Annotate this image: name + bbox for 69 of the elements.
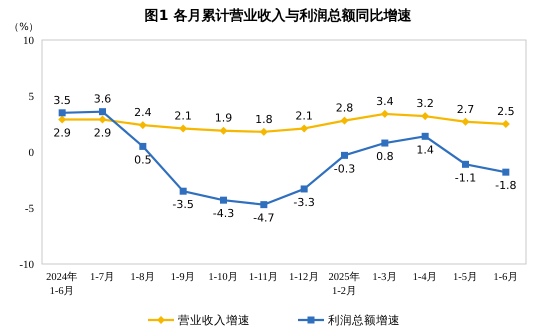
point xyxy=(220,196,227,204)
x-tick-label: 1-3月 xyxy=(372,271,398,283)
data-label: -3.5 xyxy=(172,198,194,212)
x-tick-label: 2025年 1-2月 xyxy=(328,271,360,297)
data-label: 3.2 xyxy=(416,97,434,110)
point xyxy=(422,132,429,140)
point xyxy=(180,188,187,195)
point xyxy=(341,152,348,159)
point xyxy=(139,142,146,150)
point xyxy=(98,116,106,124)
data-label: 2.9 xyxy=(94,126,112,140)
point xyxy=(462,118,470,126)
y-tick-label: 5 xyxy=(28,90,34,103)
data-label: 3.4 xyxy=(376,94,394,108)
data-label: -4.7 xyxy=(253,212,275,225)
point xyxy=(300,185,308,192)
point xyxy=(179,124,188,132)
x-tick-label: 2024年 1-6月 xyxy=(46,271,78,297)
x-tick-label: 1-9月 xyxy=(170,271,196,283)
point xyxy=(220,126,228,135)
x-tick-label: 1-11月 xyxy=(248,271,279,283)
point xyxy=(380,110,389,118)
point xyxy=(502,120,510,128)
y-tick-label: -5 xyxy=(24,202,34,215)
data-label: 0.5 xyxy=(134,153,152,166)
point xyxy=(260,201,268,208)
point xyxy=(421,112,430,120)
data-label: 3.5 xyxy=(53,94,71,107)
point xyxy=(381,140,388,147)
data-label: 1.9 xyxy=(214,112,232,125)
legend-label: 利润总额增速 xyxy=(328,313,400,328)
y-tick-label: 10 xyxy=(23,34,34,47)
point xyxy=(502,168,510,176)
data-label: -1.1 xyxy=(454,171,476,184)
x-tick-label: 1-5月 xyxy=(453,271,478,283)
point xyxy=(58,116,66,124)
data-label: 1.8 xyxy=(255,112,273,126)
point xyxy=(462,160,469,168)
data-label: 2.5 xyxy=(497,105,515,118)
data-label: 2.1 xyxy=(295,109,313,122)
y-tick-label: -10 xyxy=(19,258,34,271)
data-label: -4.3 xyxy=(212,207,234,220)
point xyxy=(340,116,348,125)
data-label: 2.9 xyxy=(53,126,71,140)
x-tick-label: 1-12月 xyxy=(289,271,320,283)
data-label: -1.8 xyxy=(495,179,517,192)
data-label: 1.4 xyxy=(416,143,434,156)
point xyxy=(260,128,268,136)
x-tick-label: 1-7月 xyxy=(90,271,115,283)
x-tick-label: 1-10月 xyxy=(208,271,239,283)
data-label: 2.1 xyxy=(174,109,192,122)
legend-label: 营业收入增速 xyxy=(178,313,250,328)
point xyxy=(99,108,106,116)
point xyxy=(138,121,147,130)
data-label: 2.4 xyxy=(134,106,152,120)
chart-title: 图1 各月累计营业收入与利润总额同比增速 xyxy=(144,7,412,24)
data-label: 2.7 xyxy=(456,102,474,116)
data-label: -0.3 xyxy=(334,162,356,176)
data-label: 0.8 xyxy=(376,150,394,164)
y-axis-title: （%） xyxy=(9,22,39,33)
x-tick-label: 1-4月 xyxy=(412,271,438,283)
x-tick-label: 1-6月 xyxy=(493,271,518,283)
data-label: 2.8 xyxy=(336,102,354,115)
point xyxy=(58,109,66,116)
data-label: -3.3 xyxy=(293,196,315,209)
x-tick-label: 1-8月 xyxy=(130,271,156,283)
y-tick-label: 0 xyxy=(28,146,34,159)
data-label: 3.6 xyxy=(94,92,112,106)
point xyxy=(300,124,308,132)
